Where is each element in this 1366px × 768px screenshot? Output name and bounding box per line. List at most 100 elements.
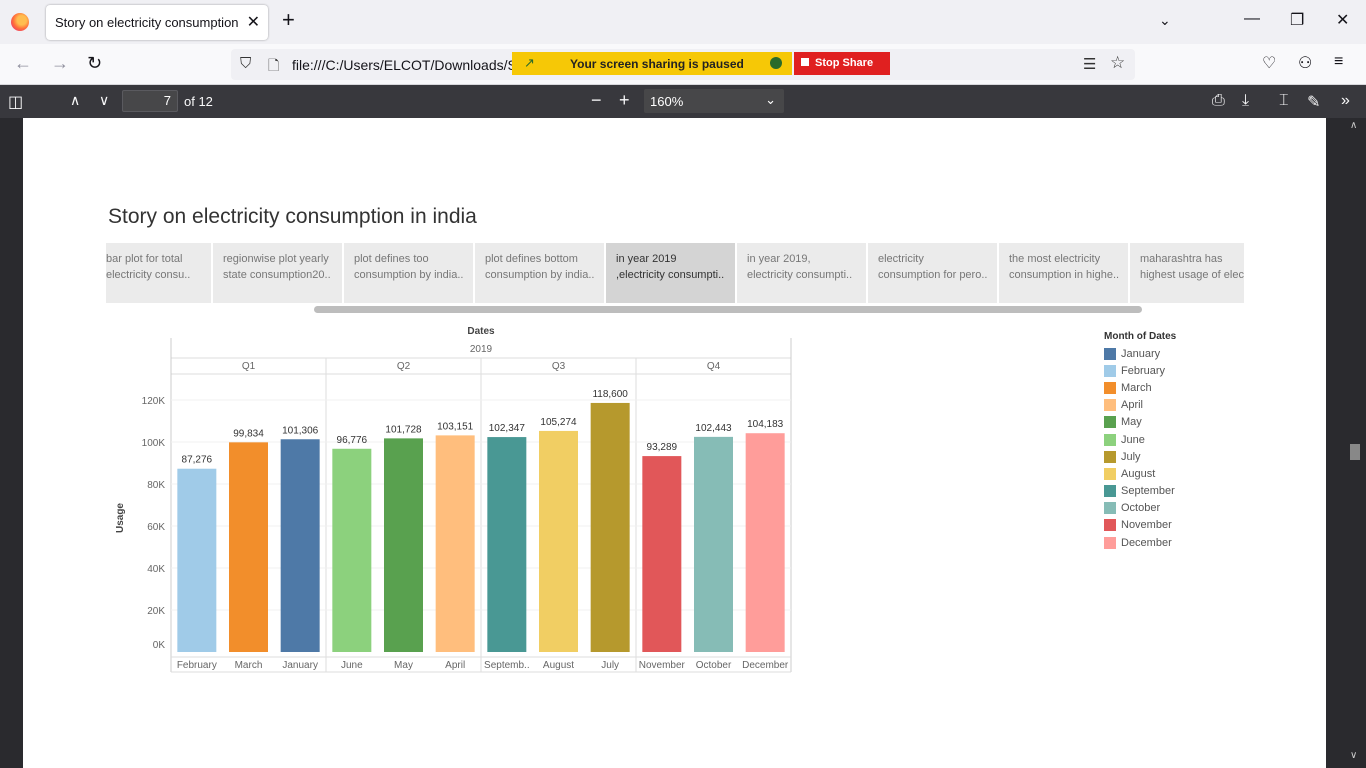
story-caption-1[interactable]: bar plot for total electricity consu.. xyxy=(106,243,211,303)
bar-7 xyxy=(487,437,527,652)
story-caption-7[interactable]: electricity consumption for pero.. xyxy=(868,243,997,303)
quarter-label: Q4 xyxy=(707,361,721,372)
forward-icon[interactable]: → xyxy=(51,53,69,73)
back-icon[interactable]: ← xyxy=(14,53,32,73)
vertical-scrollbar[interactable]: ∧ ∨ xyxy=(1343,118,1366,768)
page-count: of 12 xyxy=(184,94,213,109)
caption-line-2: ,electricity consumpti.. xyxy=(616,269,725,281)
x-tick-label: Septemb.. xyxy=(484,660,530,671)
minimize-icon[interactable]: — xyxy=(1244,10,1260,27)
bar-9 xyxy=(590,402,630,652)
legend-item[interactable]: September xyxy=(1104,483,1176,500)
quarter-label: Q1 xyxy=(242,361,256,372)
legend-item[interactable]: February xyxy=(1104,362,1176,379)
caption-line-2: electricity consu.. xyxy=(106,269,191,281)
close-tab-icon[interactable]: ✕ xyxy=(246,14,260,31)
save-icon[interactable]: ⤓ xyxy=(1242,92,1250,109)
tools-icon[interactable]: » xyxy=(1341,92,1350,109)
legend-swatch xyxy=(1104,364,1116,377)
pocket-icon[interactable]: ♡ xyxy=(1262,55,1277,72)
stop-share-label: Stop Share xyxy=(815,57,874,69)
text-cursor-icon[interactable]: ⌶ xyxy=(1279,92,1289,109)
close-window-icon[interactable]: ✕ xyxy=(1336,12,1350,29)
chevron-down-icon[interactable]: ⌄ xyxy=(1159,12,1171,28)
x-tick-label: December xyxy=(742,660,789,671)
bar-2 xyxy=(229,442,268,652)
bar-12 xyxy=(745,433,785,652)
legend-swatch xyxy=(1104,485,1116,498)
draw-icon[interactable]: ✎ xyxy=(1307,94,1321,111)
bar-8 xyxy=(539,430,578,652)
legend-item[interactable]: November xyxy=(1104,517,1176,534)
page-number-input[interactable]: 7 xyxy=(122,90,178,112)
caption-line-2: highest usage of elec.. xyxy=(1140,269,1244,281)
legend-item[interactable]: April xyxy=(1104,397,1176,414)
page-icon: 🗋 xyxy=(268,57,280,73)
previous-page-icon[interactable]: ∧ xyxy=(70,92,81,108)
story-caption-3[interactable]: plot defines too consumption by india.. xyxy=(344,243,473,303)
legend-item[interactable]: January xyxy=(1104,345,1176,362)
story-caption-2[interactable]: regionwise plot yearly state consumption2… xyxy=(213,243,342,303)
story-caption-4[interactable]: plot defines bottom consumption by india.… xyxy=(475,243,604,303)
bar-value-label: 96,776 xyxy=(337,435,368,446)
story-caption-strip: bar plot for total electricity consu.. reg… xyxy=(106,243,1244,303)
legend-swatch xyxy=(1104,519,1116,532)
restore-icon[interactable]: ❐ xyxy=(1290,12,1305,29)
legend-title: Month of Dates xyxy=(1104,331,1177,342)
print-icon[interactable]: ⎙ xyxy=(1212,92,1225,109)
zoom-in-icon[interactable]: + xyxy=(619,90,630,110)
legend-item[interactable]: October xyxy=(1104,500,1176,517)
caption-scrollbar[interactable] xyxy=(314,306,1142,313)
scroll-down-icon[interactable]: ∨ xyxy=(1350,750,1358,761)
reader-view-icon[interactable]: ☰ xyxy=(1083,56,1097,73)
bookmark-star-icon[interactable]: ☆ xyxy=(1110,53,1126,72)
caption-line-1: plot defines bottom xyxy=(485,253,578,265)
next-page-icon[interactable]: ∨ xyxy=(99,92,110,108)
new-tab-button[interactable]: + xyxy=(282,7,295,32)
bar-5 xyxy=(384,438,423,652)
y-tick-label: 40K xyxy=(147,564,165,575)
url-text[interactable]: file:///C:/Users/ELCOT/Downloads/Story xyxy=(292,57,512,73)
legend-item[interactable]: July xyxy=(1104,448,1176,465)
legend-label: March xyxy=(1121,381,1152,394)
tab-bar: Story on electricity consumption in indi… xyxy=(0,0,1366,44)
column-header: Dates xyxy=(467,326,495,337)
legend-item[interactable]: June xyxy=(1104,431,1176,448)
story-caption-5[interactable]: in year 2019 ,electricity consumpti.. xyxy=(606,243,735,303)
story-title: Story on electricity consumption in indi… xyxy=(108,205,477,228)
stop-share-button[interactable]: Stop Share xyxy=(794,52,890,75)
story-caption-8[interactable]: the most electricity consumption in highe… xyxy=(999,243,1128,303)
bar-value-label: 102,347 xyxy=(489,423,526,434)
scroll-thumb[interactable] xyxy=(1350,444,1360,460)
x-tick-label: April xyxy=(445,660,465,671)
story-caption-6[interactable]: in year 2019, electricity consumpti.. xyxy=(737,243,866,303)
reload-icon[interactable]: ↻ xyxy=(87,53,103,73)
caption-line-1: plot defines too xyxy=(354,253,429,265)
bar-value-label: 102,443 xyxy=(695,423,732,434)
grip-icon[interactable]: ↗ xyxy=(524,55,535,70)
extensions-icon[interactable]: ⚇ xyxy=(1298,55,1313,72)
menu-icon[interactable]: ≡ xyxy=(1334,53,1344,70)
y-tick-label: 60K xyxy=(147,522,165,533)
sidebar-toggle-icon[interactable]: ◫ xyxy=(8,94,24,111)
legend-swatch xyxy=(1104,467,1116,480)
firefox-logo-icon[interactable] xyxy=(11,13,29,31)
zoom-out-icon[interactable]: − xyxy=(591,90,602,110)
legend-swatch xyxy=(1104,399,1116,412)
bar-value-label: 101,306 xyxy=(282,425,319,436)
bar-value-label: 104,183 xyxy=(747,419,784,430)
tab-story[interactable]: Story on electricity consumption in indi… xyxy=(46,5,268,40)
bar-value-label: 93,289 xyxy=(647,442,678,453)
caption-line-1: bar plot for total xyxy=(106,253,183,265)
story-caption-9[interactable]: maharashtra has highest usage of elec.. xyxy=(1130,243,1244,303)
zoom-select[interactable]: 160% ⌄ xyxy=(644,89,784,113)
chevron-down-icon: ⌄ xyxy=(765,92,776,107)
caption-line-1: electricity xyxy=(878,253,924,265)
caption-line-2: state consumption20.. xyxy=(223,269,331,281)
legend-item[interactable]: December xyxy=(1104,534,1176,551)
legend-item[interactable]: May xyxy=(1104,414,1176,431)
legend-item[interactable]: March xyxy=(1104,379,1176,396)
legend-item[interactable]: August xyxy=(1104,465,1176,482)
shield-icon[interactable]: ⛉ xyxy=(240,55,252,72)
scroll-up-icon[interactable]: ∧ xyxy=(1350,120,1358,131)
